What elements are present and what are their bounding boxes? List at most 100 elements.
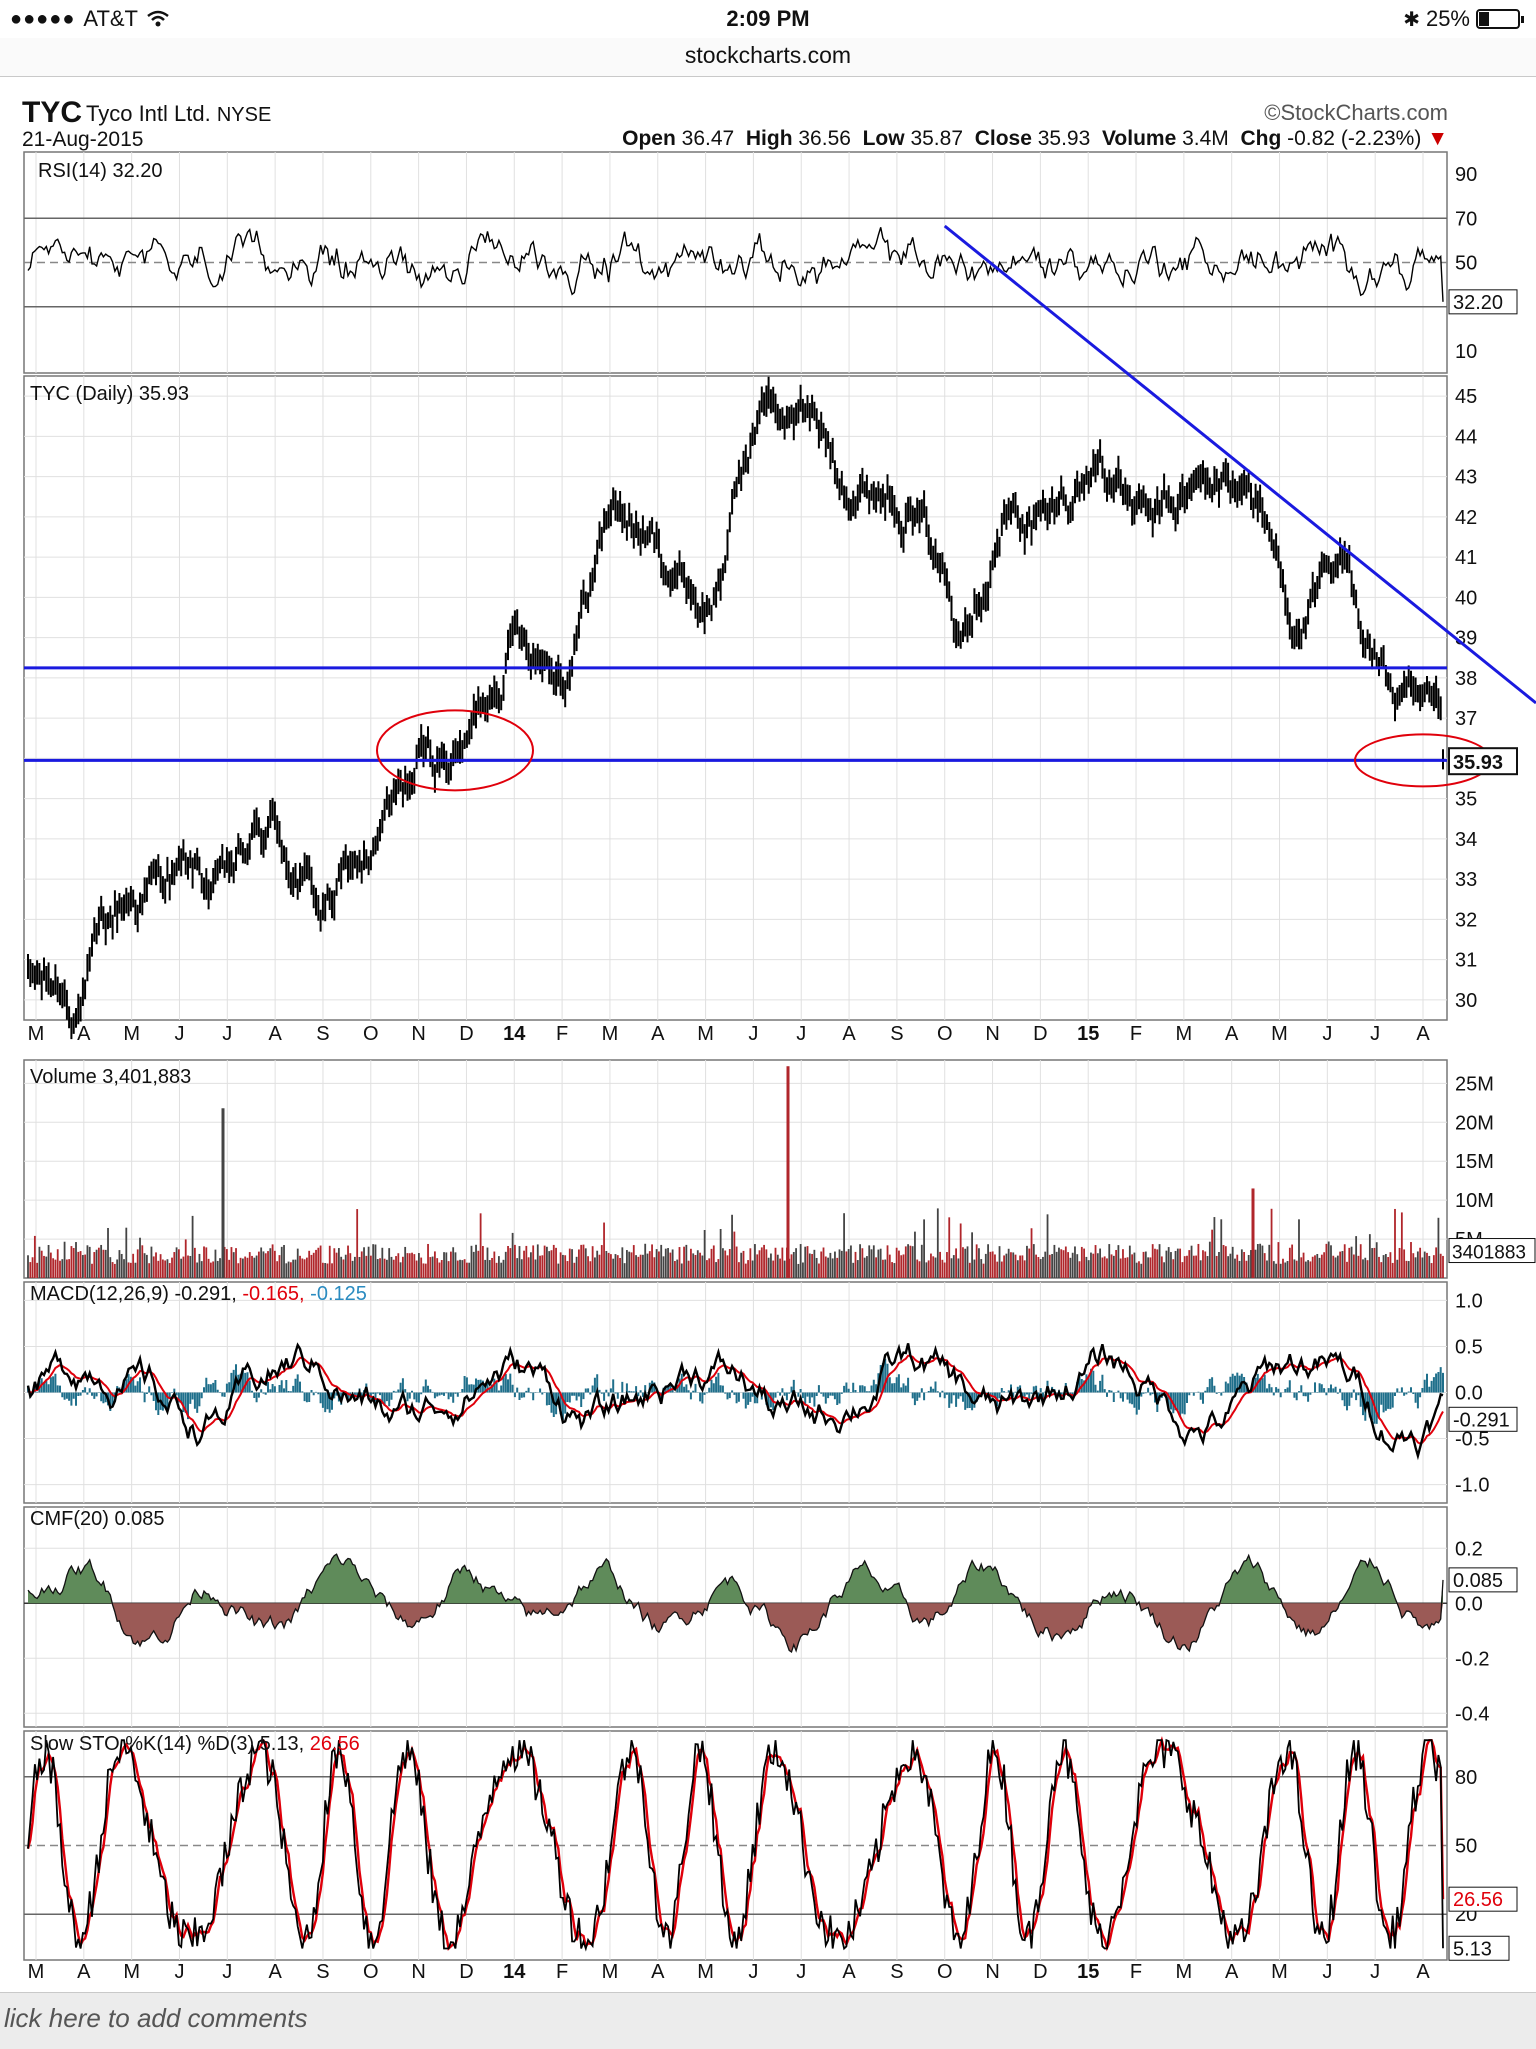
volume-bar [182,1256,185,1278]
month-label: S [316,1961,329,1983]
volume-bar [1295,1260,1298,1278]
volume-bar [65,1259,68,1278]
volume-bar [337,1248,340,1278]
month-label: S [316,1023,329,1045]
volume-bar [760,1247,763,1278]
volume-bar [685,1244,688,1278]
month-label: S [890,1023,903,1045]
volume-bar [1410,1242,1412,1278]
volume-bar [1023,1260,1026,1278]
volume-bar [754,1244,756,1278]
volume-bar [1439,1253,1442,1278]
volume-bar [413,1254,416,1278]
volume-bar [198,1253,201,1278]
volume-bar [987,1244,989,1278]
address-bar[interactable]: stockcharts.com [0,38,1536,77]
volume-bar [996,1261,999,1278]
comments-bar[interactable]: lick here to add comments [0,1992,1536,2049]
volume-bar [1103,1256,1106,1278]
volume-bar [1195,1255,1198,1278]
volume-bar [1172,1259,1175,1278]
volume-bar [1245,1260,1248,1278]
sto-tick-label: 80 [1455,1767,1477,1789]
volume-bar [466,1262,468,1278]
price-tick-label: 38 [1455,668,1477,690]
volume-bar [578,1249,580,1278]
price-tick-label: 43 [1455,467,1477,489]
volume-bar [1074,1246,1076,1278]
volume-bar [758,1250,761,1278]
volume-bar [1218,1251,1220,1278]
volume-bar [989,1251,992,1278]
cmf-last-value: 0.085 [1453,1570,1503,1592]
volume-bar [751,1260,754,1278]
price-last-value: 35.93 [1453,752,1503,774]
volume-bar [1286,1261,1289,1278]
volume-bar [710,1248,713,1278]
month-label: S [890,1961,903,1983]
volume-bar [1058,1247,1060,1278]
volume-bar [212,1261,215,1278]
comments-link[interactable]: lick here to add comments [4,2003,308,2033]
month-label: N [985,1023,999,1045]
volume-bar [854,1251,857,1278]
volume-bar [136,1249,139,1278]
volume-bar [1106,1258,1108,1278]
volume-bar [1318,1257,1321,1278]
volume-bar [1442,1255,1444,1278]
volume-bar [1044,1251,1047,1278]
volume-bar [209,1262,212,1278]
volume-bar [1419,1247,1422,1278]
sto-k-last-box [1448,1935,1510,1961]
volume-bar [228,1259,231,1278]
volume-bar [1174,1250,1177,1278]
volume-last-box [1448,1238,1536,1264]
volume-bar [1311,1256,1314,1278]
volume-bar [1138,1261,1140,1278]
month-label: M [697,1023,714,1045]
volume-bar [527,1257,530,1278]
volume-bar [843,1213,845,1278]
volume-bar [191,1215,194,1278]
volume-bar [836,1257,839,1278]
volume-bar [532,1245,535,1278]
price-tick-label: 30 [1455,990,1477,1012]
volume-bar [1323,1252,1326,1278]
macd-tick-label: -1.0 [1455,1475,1489,1497]
volume-bar [493,1251,496,1278]
volume-bar [589,1261,592,1278]
volume-bar [379,1258,381,1278]
volume-bar [699,1252,701,1278]
month-label: J [222,1961,232,1983]
volume-bar [1435,1247,1438,1278]
volume-bar [1199,1260,1202,1278]
volume-bar [861,1248,864,1278]
volume-bar [1426,1252,1428,1278]
volume-bar [1298,1219,1300,1278]
month-label: A [1225,1023,1239,1045]
volume-bar [872,1245,875,1278]
volume-bar [273,1250,276,1278]
volume-spike [1251,1188,1255,1278]
volume-bar [475,1244,477,1278]
volume-bar [1144,1251,1147,1278]
volume-bar [568,1248,571,1278]
volume-bar [994,1254,996,1278]
volume-bar [173,1252,176,1278]
wifi-icon [147,10,169,27]
volume-bar [1387,1257,1390,1278]
volume-bar [331,1263,333,1278]
volume-bar [959,1223,962,1278]
volume-bar [1229,1253,1232,1278]
volume-bar [27,1255,29,1278]
volume-bar [77,1251,80,1278]
volume-tick-label: 10M [1455,1190,1494,1212]
volume-bar [1112,1255,1115,1278]
volume-bar [1215,1255,1218,1278]
volume-bar [152,1256,155,1278]
volume-bar [49,1252,52,1278]
month-label: O [363,1023,379,1045]
volume-bar [1092,1253,1095,1278]
brand-logo: ©StockCharts.com [1264,100,1448,125]
volume-bar [305,1257,308,1278]
